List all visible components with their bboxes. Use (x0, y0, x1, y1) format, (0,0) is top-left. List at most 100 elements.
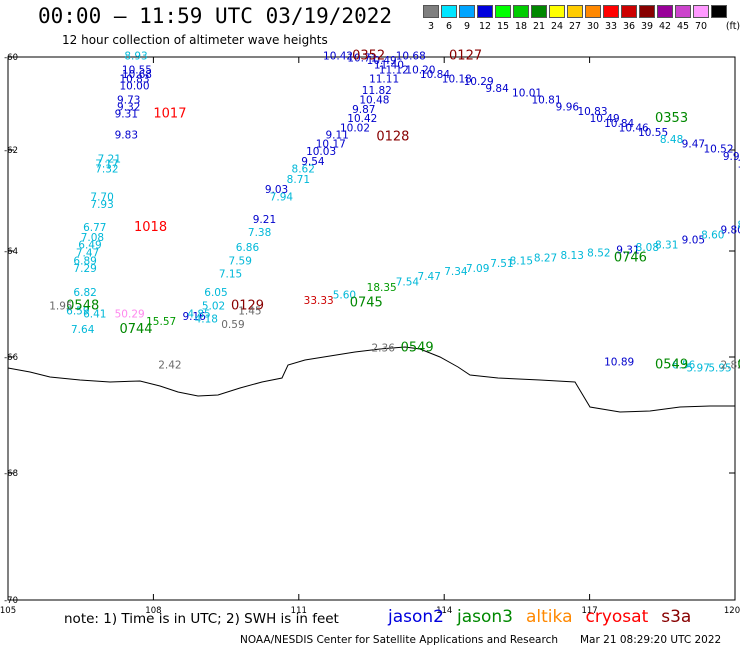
pass-time-label: 0127 (449, 48, 482, 63)
wave-height-value: 2.82 (720, 360, 740, 372)
lat-tick-label: -64 (4, 247, 18, 257)
color-scale-label: 33 (604, 21, 618, 32)
wave-height-value: 10.02 (340, 122, 370, 134)
color-scale-label: 24 (550, 21, 564, 32)
wave-height-value: 10.71 (347, 53, 377, 65)
wave-height-value: 10.83 (577, 106, 607, 118)
wave-height-value: 10.83 (119, 74, 149, 86)
wave-height-value: 10.81 (531, 95, 561, 107)
track-jason3: 5.60 18.35 7.547.47 7.347.09 7.518.15 8.27 8.1… (333, 111, 740, 374)
legend-jason2: jason2 (388, 607, 444, 627)
wave-height-value: 8.31 (655, 239, 678, 251)
wave-height-value: 10.55 (638, 127, 668, 139)
wave-height-value: 7.70 (90, 192, 113, 204)
pass-time-label: 0548 (66, 298, 99, 313)
wave-height-value: 1.45 (238, 306, 261, 318)
pass-time-label: 0745 (350, 296, 383, 311)
wave-height-value: 10.20 (405, 64, 435, 76)
wave-height-value: 9.21 (253, 214, 276, 226)
wave-height-value: 0.59 (221, 319, 244, 331)
map-axes: 105 108 111 114 117 120 -60 -62 -64 -66 -68 -70 (0, 53, 740, 616)
wave-height-value: 8.48 (660, 134, 683, 146)
wave-height-value: 11.31 (737, 159, 740, 171)
wave-height-value: 18.35 (367, 282, 397, 294)
wave-height-value: 6.56 (672, 360, 696, 372)
legend-jason3: jason3 (457, 607, 513, 627)
color-scale-label: 39 (640, 21, 654, 32)
color-scale-label: 18 (514, 21, 528, 32)
color-scale-label: 21 (532, 21, 546, 32)
wave-height-value: 10.52 (703, 144, 733, 156)
wave-height-value: 7.34 (444, 266, 468, 278)
pass-time-label: 0129 (231, 298, 264, 313)
wave-height-value: 10.18 (442, 74, 472, 86)
wave-height-value: 10.68 (396, 50, 426, 62)
wave-height-value: 8.93 (124, 50, 147, 62)
track-jason2: 9.164.854.18 5.026.05 7.15 7.596.86 7.389.21… (182, 48, 740, 325)
pass-time-label: 0128 (376, 130, 409, 145)
color-swatch (513, 5, 529, 18)
wave-height-value: 10.55 (122, 64, 152, 76)
pass-time-label: 0550 (737, 358, 740, 373)
color-swatch (423, 5, 439, 18)
wave-height-value: 7.64 (71, 324, 95, 336)
coastline (7, 346, 735, 413)
legend-altika: altika (526, 607, 573, 627)
pass-time-label: 1018 (134, 220, 167, 235)
wave-height-value: 2.36 (372, 343, 396, 355)
wave-height-value: 5.95 (708, 363, 731, 375)
wave-height-value: 9.83 (115, 129, 138, 141)
color-swatch (531, 5, 547, 18)
wave-height-value: 7.47 (418, 271, 441, 283)
color-swatch (585, 5, 601, 18)
track-cryosat: 1017 1018 (134, 106, 186, 234)
color-swatch (657, 5, 673, 18)
color-scale-label: 70 (694, 21, 708, 32)
wave-height-value: 5.60 (333, 290, 356, 302)
wave-height-value: 6.59 (66, 306, 89, 318)
wave-height-value: 11.82 (362, 85, 392, 97)
wave-height-value: 9.73 (117, 95, 140, 107)
wave-height-value: 9.05 (682, 234, 705, 246)
wave-height-value: 10.84 (420, 69, 450, 81)
wave-height-value: 9.84 (485, 83, 509, 95)
wave-height-value: 5.02 (202, 300, 225, 312)
lon-tick-label: 111 (291, 606, 307, 616)
wave-height-value: 9.31 (616, 245, 639, 257)
wave-height-value: 50.29 (115, 308, 145, 320)
lat-tick-label: -70 (4, 596, 18, 606)
color-scale-label: 30 (586, 21, 600, 32)
color-scale-label: 27 (568, 21, 582, 32)
wave-height-value: 7.08 (81, 232, 104, 244)
wave-height-value: 7.59 (229, 255, 252, 267)
color-scale-label: 3 (427, 21, 435, 32)
wave-height-value: 8.27 (534, 253, 557, 265)
legend-cryosat: cryosat (585, 607, 649, 627)
color-scale-label: 45 (676, 21, 690, 32)
pass-time-label: 0746 (614, 251, 647, 266)
footer-note: note: 1) Time is in UTC; 2) SWH is in fe… (64, 611, 339, 627)
wave-height-value: 7.38 (248, 227, 271, 239)
wave-height-value: 15.57 (146, 316, 176, 328)
wave-height-value: 7.93 (90, 199, 113, 211)
color-scale-unit: (ft) (725, 21, 740, 32)
lon-tick-label: 117 (581, 606, 597, 616)
antarctic-coastline (7, 346, 735, 413)
color-scale-label: 15 (496, 21, 510, 32)
wave-height-value: 6.49 (78, 239, 101, 251)
wave-height-value: 7.51 (490, 258, 513, 270)
wave-height-value: 9.11 (325, 129, 348, 141)
wave-height-value: 2.42 (158, 360, 181, 372)
pass-time-label: 0549 (655, 358, 688, 373)
wave-height-value: 7.17 (95, 159, 118, 171)
lat-tick-label: -66 (4, 353, 18, 363)
wave-height-value: 10.84 (604, 118, 634, 130)
lat-tick-label: -68 (4, 469, 18, 479)
wave-height-value: 10.42 (323, 50, 353, 62)
color-scale-label: 12 (478, 21, 492, 32)
lat-tick-label: -62 (4, 146, 18, 156)
color-swatch (549, 5, 565, 18)
color-swatch (495, 5, 511, 18)
wave-height-value: 10.01 (512, 88, 542, 100)
